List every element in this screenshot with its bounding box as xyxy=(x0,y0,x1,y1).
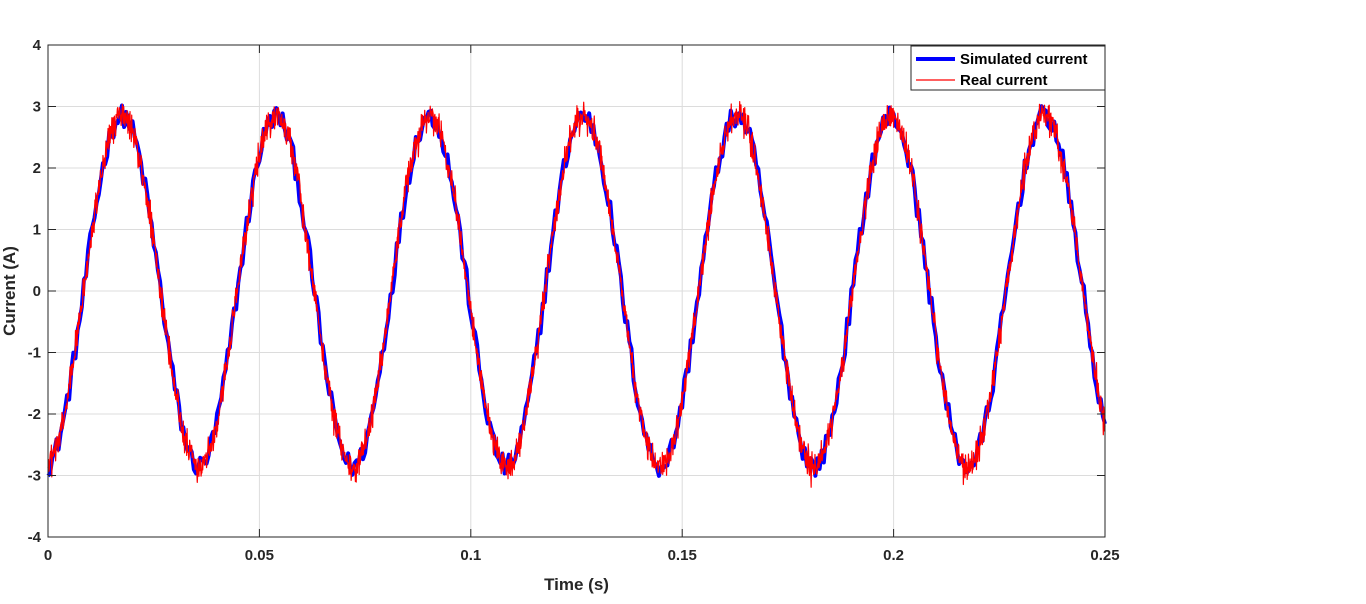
y-tick-label: 3 xyxy=(33,99,41,116)
axis-ticks xyxy=(47,44,1106,538)
x-tick-label: 0.15 xyxy=(668,547,697,564)
y-tick-label: 2 xyxy=(33,160,41,177)
y-tick-label: 1 xyxy=(33,222,41,239)
y-axis-title: Current (A) xyxy=(0,246,19,336)
legend-box xyxy=(910,45,1106,91)
x-tick-label: 0.05 xyxy=(245,547,274,564)
y-tick-label: 0 xyxy=(33,283,41,300)
x-tick-label: 0 xyxy=(44,547,52,564)
y-tick-label: -3 xyxy=(28,468,41,485)
y-tick-label: 4 xyxy=(33,37,42,54)
y-tick-label: -1 xyxy=(28,345,41,362)
x-tick-label: 0.2 xyxy=(883,547,904,564)
tick-labels: 0 0.05 0.1 0.15 0.2 0.25 -4 -3 -2 -1 0 1 2 3 4 xyxy=(28,37,1120,564)
y-tick-label: -2 xyxy=(28,406,41,423)
x-tick-label: 0.25 xyxy=(1090,547,1119,564)
legend-label-real: Real current xyxy=(960,72,1048,89)
x-axis-title: Time (s) xyxy=(544,575,609,594)
real-current-line xyxy=(47,101,1106,488)
y-tick-label: -4 xyxy=(28,529,42,546)
legend-label-simulated: Simulated current xyxy=(960,51,1088,68)
x-tick-label: 0.1 xyxy=(460,547,481,564)
series-layer xyxy=(46,101,1107,488)
legend: Simulated current Real current xyxy=(910,45,1106,91)
